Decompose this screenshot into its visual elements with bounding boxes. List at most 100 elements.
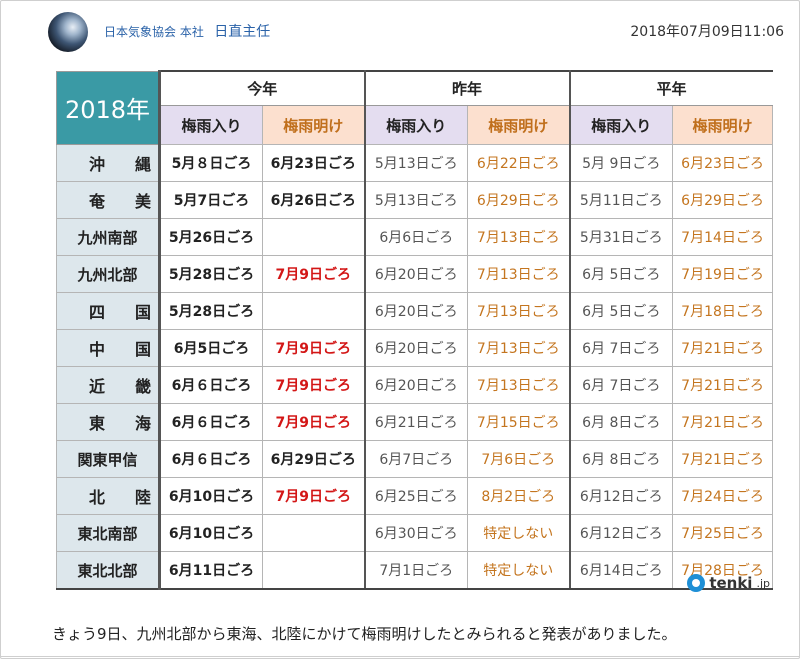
region-name: 九州北部 (56, 255, 161, 293)
table-row: 東北北部 6月11日ごろ 7月1日ごろ 特定しない 6月14日ごろ 7月28日ごろ (56, 551, 774, 590)
normal-onset-cell: 6月12日ごろ (569, 514, 674, 552)
subheader-end: 梅雨明け (672, 105, 774, 145)
normal-end-cell: 6月29日ごろ (672, 181, 774, 219)
normal-end-cell: 7月21日ごろ (672, 440, 774, 478)
last-year-end-cell: 7月6日ごろ (467, 440, 571, 478)
last-year-end-cell: 特定しない (467, 551, 571, 590)
region-name-char: 畿 (135, 377, 152, 396)
subheader-end: 梅雨明け (261, 105, 366, 145)
last-year-onset-cell: 6月25日ごろ (364, 477, 469, 515)
author-name-link[interactable]: 日直主任 (214, 24, 271, 40)
region-name-char: 国 (135, 303, 152, 322)
table-row: 近畿 6月６日ごろ 7月9日ごろ 6月20日ごろ 7月13日ごろ 6月 7日ごろ 7月21日… (56, 366, 774, 404)
last-year-onset-cell: 6月20日ごろ (364, 292, 469, 330)
table-row: 沖縄 5月８日ごろ 6月23日ごろ 5月13日ごろ 6月22日ごろ 5月 9日ごろ 6月23… (56, 144, 774, 182)
region-name-char: 沖 (89, 155, 106, 174)
region-name-char: 東 (89, 414, 106, 433)
region-name-char: 国 (135, 340, 152, 359)
region-name: 九州南部 (56, 218, 161, 256)
table-row: 中国 6月5日ごろ 7月9日ごろ 6月20日ごろ 7月13日ごろ 6月 7日ごろ 7月21日… (56, 329, 774, 367)
current-end-cell: 7月9日ごろ (261, 329, 366, 367)
region-name: 東北北部 (56, 551, 161, 590)
brand-name: tenki (709, 574, 753, 592)
current-end-cell: 6月23日ごろ (261, 144, 366, 182)
region-name: 東海 (56, 403, 161, 441)
subheader-end: 梅雨明け (467, 105, 571, 145)
normal-end-cell: 7月21日ごろ (672, 366, 774, 404)
normal-end-cell: 6月23日ごろ (672, 144, 774, 182)
last-year-end-cell: 7月13日ごろ (467, 329, 571, 367)
current-onset-cell: 6月６日ごろ (159, 366, 263, 404)
current-onset-cell: 5月7日ごろ (159, 181, 263, 219)
table-row: 東海 6月６日ごろ 7月9日ごろ 6月21日ごろ 7月15日ごろ 6月 8日ごろ 7月21日… (56, 403, 774, 441)
region-name-char: 陸 (135, 488, 152, 507)
normal-onset-cell: 6月 8日ごろ (569, 403, 674, 441)
normal-end-cell: 7月21日ごろ (672, 403, 774, 441)
normal-onset-cell: 5月11日ごろ (569, 181, 674, 219)
year-label: 2018年 (56, 70, 161, 145)
author-org-link[interactable]: 日本気象協会 本社 (104, 25, 204, 39)
normal-onset-cell: 6月 7日ごろ (569, 366, 674, 404)
rainy-season-table: 2018年 今年 昨年 平年 梅雨入り 梅雨明け 梅雨入り 梅雨明け 梅雨入り … (56, 70, 774, 590)
current-end-cell: 6月26日ごろ (261, 181, 366, 219)
current-onset-cell: 6月６日ごろ (159, 440, 263, 478)
region-name-char: 中 (89, 340, 106, 359)
normal-end-cell: 7月24日ごろ (672, 477, 774, 515)
subheader-onset: 梅雨入り (569, 105, 674, 145)
region-name: 奄美 (56, 181, 161, 219)
current-onset-cell: 5月26日ごろ (159, 218, 263, 256)
normal-onset-cell: 6月12日ごろ (569, 477, 674, 515)
subheader-onset: 梅雨入り (364, 105, 469, 145)
current-end-cell: 7月9日ごろ (261, 403, 366, 441)
region-name-char: 海 (135, 414, 152, 433)
current-end-cell: 7月9日ごろ (261, 477, 366, 515)
post-timestamp: 2018年07月09日11:06 (630, 24, 784, 40)
last-year-end-cell: 7月15日ごろ (467, 403, 571, 441)
region-name: 四国 (56, 292, 161, 330)
normal-end-cell: 7月25日ごろ (672, 514, 774, 552)
normal-end-cell: 7月18日ごろ (672, 292, 774, 330)
divider (0, 656, 800, 657)
table-row: 東北南部 6月10日ごろ 6月30日ごろ 特定しない 6月12日ごろ 7月25日ごろ (56, 514, 774, 552)
normal-onset-cell: 6月 5日ごろ (569, 255, 674, 293)
avatar[interactable] (48, 12, 88, 52)
tenki-logo-link[interactable]: tenki .jp (687, 574, 770, 592)
normal-end-cell: 7月14日ごろ (672, 218, 774, 256)
region-name-char: 近 (89, 377, 106, 396)
current-end-cell (261, 551, 366, 590)
normal-end-cell: 7月19日ごろ (672, 255, 774, 293)
table-row: 関東甲信 6月６日ごろ 6月29日ごろ 6月7日ごろ 7月6日ごろ 6月 8日ごろ 7月21… (56, 440, 774, 478)
normal-onset-cell: 6月 8日ごろ (569, 440, 674, 478)
normal-onset-cell: 5月 9日ごろ (569, 144, 674, 182)
current-end-cell (261, 218, 366, 256)
region-name-char: 縄 (135, 155, 152, 174)
current-onset-cell: 5月28日ごろ (159, 292, 263, 330)
region-name: 東北南部 (56, 514, 161, 552)
normal-onset-cell: 5月31日ごろ (569, 218, 674, 256)
current-end-cell (261, 514, 366, 552)
normal-onset-cell: 6月 5日ごろ (569, 292, 674, 330)
table-body: 沖縄 5月８日ごろ 6月23日ごろ 5月13日ごろ 6月22日ごろ 5月 9日ごろ 6月23… (56, 144, 774, 590)
last-year-onset-cell: 6月20日ごろ (364, 255, 469, 293)
current-end-cell: 7月9日ごろ (261, 255, 366, 293)
region-name-char: 北 (89, 488, 106, 507)
rainy-season-table-image: 2018年 今年 昨年 平年 梅雨入り 梅雨明け 梅雨入り 梅雨明け 梅雨入り … (56, 70, 774, 590)
current-end-cell: 6月29日ごろ (261, 440, 366, 478)
group-header-this-year: 今年 (159, 70, 366, 106)
last-year-end-cell: 8月2日ごろ (467, 477, 571, 515)
region-name-char: 美 (135, 192, 152, 211)
region-name: 近畿 (56, 366, 161, 404)
brand-suffix: .jp (756, 576, 770, 590)
table-row: 四国 5月28日ごろ 6月20日ごろ 7月13日ごろ 6月 5日ごろ 7月18日ごろ (56, 292, 774, 330)
current-end-cell: 7月9日ごろ (261, 366, 366, 404)
group-header-last-year: 昨年 (364, 70, 571, 106)
last-year-onset-cell: 5月13日ごろ (364, 144, 469, 182)
last-year-end-cell: 7月13日ごろ (467, 366, 571, 404)
current-onset-cell: 6月5日ごろ (159, 329, 263, 367)
post-header: 日本気象協会 本社 日直主任 2018年07月09日11:06 (48, 12, 788, 52)
last-year-end-cell: 特定しない (467, 514, 571, 552)
last-year-end-cell: 7月13日ごろ (467, 292, 571, 330)
current-onset-cell: 5月28日ごろ (159, 255, 263, 293)
table-row: 九州北部 5月28日ごろ 7月9日ごろ 6月20日ごろ 7月13日ごろ 6月 5日ごろ 7月… (56, 255, 774, 293)
current-onset-cell: 6月10日ごろ (159, 477, 263, 515)
